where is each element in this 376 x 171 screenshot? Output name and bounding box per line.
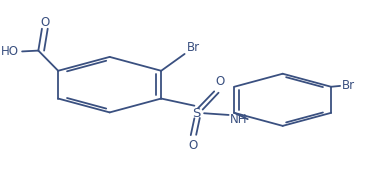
Text: O: O (40, 16, 50, 29)
Text: Br: Br (186, 41, 200, 54)
Text: O: O (188, 139, 197, 152)
Text: O: O (215, 75, 224, 88)
Text: Br: Br (342, 79, 355, 92)
Text: HO: HO (0, 45, 18, 58)
Text: NH: NH (230, 113, 247, 126)
Text: S: S (192, 107, 200, 120)
